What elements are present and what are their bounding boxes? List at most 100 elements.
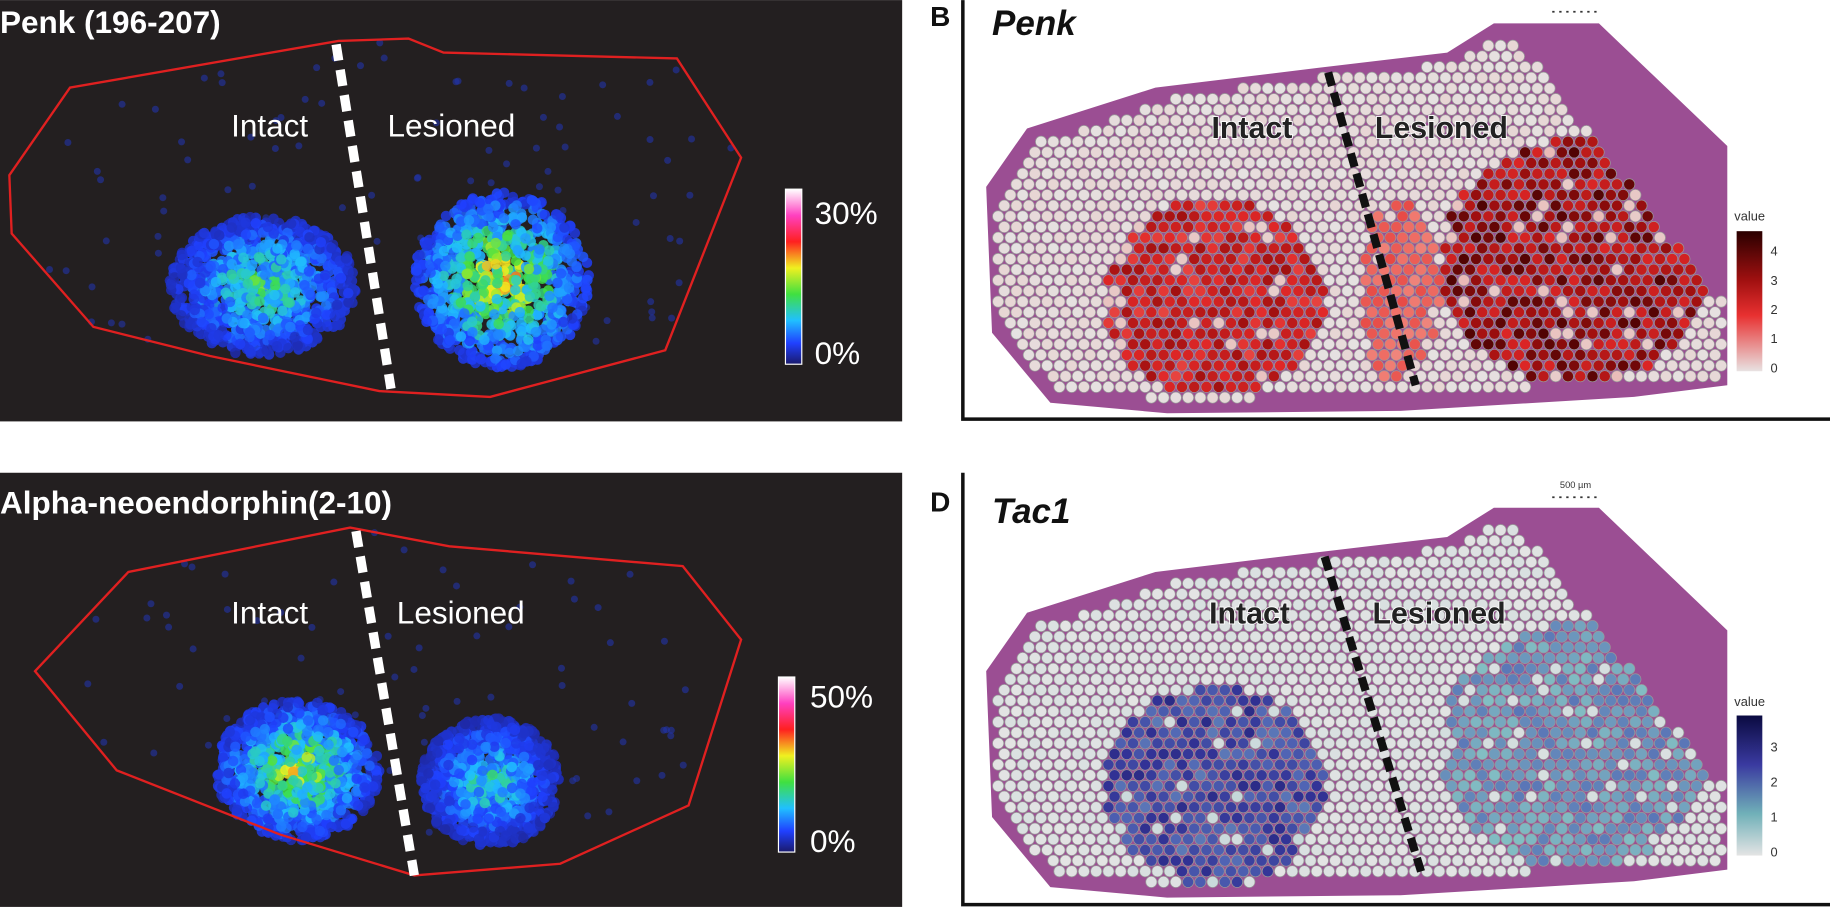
- spot: [102, 237, 110, 245]
- spot: [535, 183, 543, 191]
- spot: [1549, 135, 1562, 148]
- spot: [1543, 231, 1556, 244]
- spot: [1225, 210, 1237, 223]
- spot: [272, 117, 280, 125]
- spot: [231, 804, 243, 816]
- spot: [1022, 221, 1035, 233]
- spot: [1145, 263, 1158, 276]
- spot: [1525, 93, 1538, 106]
- spot: [1390, 263, 1403, 276]
- spot: [418, 285, 429, 296]
- spot: [1200, 317, 1213, 329]
- spot: [224, 296, 236, 308]
- spot: [1562, 285, 1574, 297]
- spot: [1249, 210, 1262, 223]
- spot: [262, 763, 273, 774]
- spot: [1402, 178, 1415, 191]
- spot: [240, 731, 251, 742]
- spot: [1341, 199, 1354, 212]
- spot: [1133, 285, 1146, 297]
- spot: [1004, 210, 1017, 223]
- spot: [531, 264, 542, 275]
- spot: [1482, 210, 1495, 223]
- spot: [1323, 125, 1335, 138]
- spot: [514, 306, 526, 318]
- spot: [532, 759, 544, 771]
- spot: [262, 813, 273, 824]
- spot: [441, 729, 452, 740]
- spot: [1672, 285, 1685, 297]
- spot: [1451, 157, 1464, 169]
- spot: [302, 243, 314, 255]
- spot: [272, 808, 284, 820]
- spot: [455, 331, 467, 342]
- spot: [1139, 167, 1152, 180]
- spot: [1151, 103, 1164, 116]
- spot: [481, 260, 493, 272]
- spot: [334, 319, 345, 331]
- spot: [322, 726, 334, 738]
- spot: [473, 786, 485, 798]
- spot: [206, 322, 217, 334]
- spot: [556, 123, 564, 131]
- spot: [1482, 231, 1495, 244]
- spot: [1482, 61, 1495, 74]
- spot: [1476, 199, 1489, 212]
- spot: [1372, 167, 1384, 180]
- spot: [613, 112, 621, 120]
- spot: [1077, 189, 1090, 201]
- spot: [1316, 221, 1329, 233]
- spot: [221, 313, 233, 324]
- spot: [1543, 82, 1556, 95]
- spot: [1176, 210, 1188, 223]
- spot: [1267, 93, 1280, 106]
- spot: [1200, 253, 1213, 265]
- spot: [558, 316, 569, 328]
- spot: [1562, 221, 1574, 233]
- spot: [1310, 125, 1323, 138]
- spot: [331, 299, 343, 311]
- spot: [1194, 306, 1207, 319]
- spot: [1071, 306, 1084, 319]
- spot: [1549, 242, 1562, 255]
- spot: [1531, 103, 1544, 116]
- spot: [1218, 263, 1231, 276]
- spot: [1176, 125, 1188, 138]
- spot: [1359, 103, 1372, 116]
- spot: [681, 686, 689, 694]
- spot: [1133, 135, 1146, 148]
- spot: [1549, 93, 1562, 106]
- spot: [510, 738, 522, 749]
- spot: [1133, 306, 1146, 319]
- spot: [1084, 135, 1097, 148]
- spot: [1457, 146, 1470, 159]
- spot: [1292, 178, 1305, 191]
- spot: [1482, 167, 1495, 180]
- spot: [1531, 189, 1544, 201]
- spot: [1476, 71, 1489, 84]
- spot: [424, 802, 436, 814]
- spot: [467, 238, 478, 249]
- spot: [411, 265, 423, 276]
- spot: [1390, 157, 1403, 169]
- panel-letter: B: [930, 1, 950, 32]
- spot: [175, 310, 187, 321]
- spot: [266, 755, 278, 766]
- spot: [1470, 231, 1483, 244]
- spot: [1372, 317, 1384, 329]
- spot: [1004, 295, 1017, 308]
- spot: [1562, 114, 1574, 127]
- spot: [1139, 295, 1152, 308]
- spot: [1604, 274, 1617, 287]
- spot: [1353, 221, 1366, 233]
- spot: [1463, 93, 1476, 106]
- spot: [1035, 327, 1047, 340]
- spot: [1445, 167, 1458, 180]
- spot: [1488, 199, 1501, 212]
- spot: [1225, 146, 1237, 159]
- spot: [1182, 221, 1195, 233]
- spot: [467, 193, 479, 204]
- spot: [523, 313, 535, 324]
- spot: [270, 280, 281, 291]
- spot: [1647, 285, 1660, 297]
